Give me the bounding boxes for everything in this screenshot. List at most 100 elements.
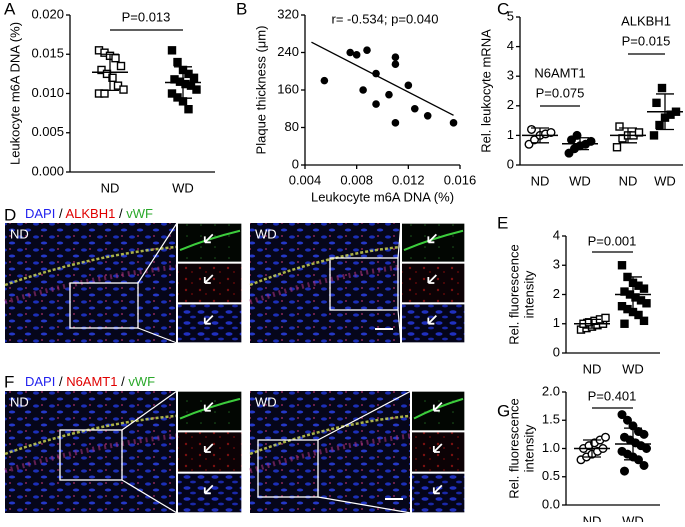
data-point (612, 143, 622, 152)
y-tick-label: 3 (553, 257, 560, 272)
zoom-box (329, 257, 399, 311)
micrograph (250, 223, 400, 343)
y-tick-label: 0 (507, 156, 514, 171)
stain-name: ALKBH1 (65, 206, 115, 221)
data-point (391, 60, 400, 69)
data-point (192, 85, 201, 94)
stain-name: N6AMT1 (66, 374, 117, 389)
data-point (320, 76, 329, 85)
tissue (249, 433, 411, 474)
y-tick-label: 5 (507, 8, 514, 23)
arrow (203, 484, 214, 495)
y-tick-label: 0.0 (542, 496, 560, 511)
x-axis-label: Leukocyte m6A DNA (%) (311, 189, 454, 204)
data-point (423, 111, 432, 120)
separator: / (115, 206, 126, 221)
image-label: WD (255, 394, 277, 409)
y-tick-label: 80 (285, 119, 299, 134)
data-point (527, 124, 537, 134)
arrow (203, 315, 214, 325)
zoom-line (121, 479, 178, 514)
inset-frame (400, 222, 466, 344)
arrow (203, 443, 214, 453)
y-axis-label: Rel. fluorescence (506, 244, 521, 344)
trendline (311, 41, 454, 116)
y-tick-label: 0 (553, 344, 560, 359)
y-axis-label: Rel. fluorescence (506, 398, 521, 498)
x-tick-label: ND (583, 513, 602, 522)
image-label: ND (10, 226, 29, 241)
endothelium (249, 245, 401, 287)
y-axis-label: intensity (521, 424, 536, 472)
data-point (615, 122, 624, 131)
x-tick-label: 0.016 (444, 172, 477, 187)
arrow (432, 402, 443, 412)
y-tick-label: 4 (553, 227, 560, 242)
data-point (655, 120, 664, 130)
x-tick-label: ND (101, 180, 120, 195)
y-tick-label: 320 (277, 6, 299, 21)
error-bar (174, 66, 192, 99)
arrow (432, 443, 443, 453)
error-bar (619, 127, 637, 144)
error-bar (624, 427, 642, 461)
image-label: ND (10, 394, 29, 409)
arrow (432, 484, 443, 495)
data-point (620, 466, 630, 476)
error-bar (101, 53, 119, 92)
arrow (203, 274, 214, 284)
endothelium (249, 414, 411, 456)
y-tick-label: 1 (507, 127, 514, 142)
data-point (642, 444, 652, 454)
stain-legend: DAPI / N6AMT1 / vWF (25, 374, 155, 389)
data-point (391, 119, 400, 127)
inset-frame (410, 390, 466, 514)
zoom-line (397, 309, 402, 344)
data-point (119, 85, 128, 94)
x-tick-label: ND (583, 361, 602, 376)
data-point (385, 90, 393, 99)
x-tick-label: 0.012 (392, 172, 425, 187)
y-tick-label: 2 (507, 97, 514, 112)
separator: / (55, 374, 66, 389)
x-tick-label: WD (622, 361, 644, 376)
micrograph (250, 391, 410, 513)
error-bar (624, 276, 642, 313)
zoom-line (317, 496, 412, 514)
data-point (410, 104, 419, 113)
tissue (249, 264, 401, 305)
annotation: P=0.001 (588, 233, 637, 248)
y-tick-label: 2.0 (542, 383, 560, 398)
endothelium (4, 414, 177, 456)
data-point (108, 73, 117, 83)
arrow (427, 274, 437, 284)
y-tick-label: 3 (507, 68, 514, 83)
arrow (427, 315, 437, 325)
data-point (639, 316, 649, 326)
data-point (184, 104, 193, 114)
panel-label: F (4, 372, 14, 391)
panel-label: B (236, 0, 247, 18)
y-axis-label: intensity (521, 270, 536, 318)
arrow (203, 233, 214, 244)
image-label: WD (255, 226, 277, 241)
y-tick-label: 4 (507, 38, 514, 53)
data-point (346, 48, 355, 57)
y-tick-label: 1.0 (542, 440, 560, 455)
zoom-line (317, 390, 412, 441)
data-point (352, 51, 361, 59)
data-point (100, 89, 109, 98)
x-tick-label: ND (531, 173, 550, 188)
stain-name: DAPI (25, 206, 55, 221)
data-point (639, 460, 649, 470)
stain-legend: DAPI / ALKBH1 / vWF (25, 206, 153, 221)
endothelium (4, 245, 177, 287)
zoom-line (137, 222, 178, 284)
x-tick-label: 0.008 (340, 172, 373, 187)
annotation: P=0.075 (536, 85, 585, 100)
y-tick-label: 0.000 (31, 163, 64, 178)
y-tick-label: 1.5 (542, 412, 560, 427)
zoom-box (69, 282, 139, 329)
y-tick-label: 1 (553, 315, 560, 330)
error-bar (571, 137, 589, 151)
